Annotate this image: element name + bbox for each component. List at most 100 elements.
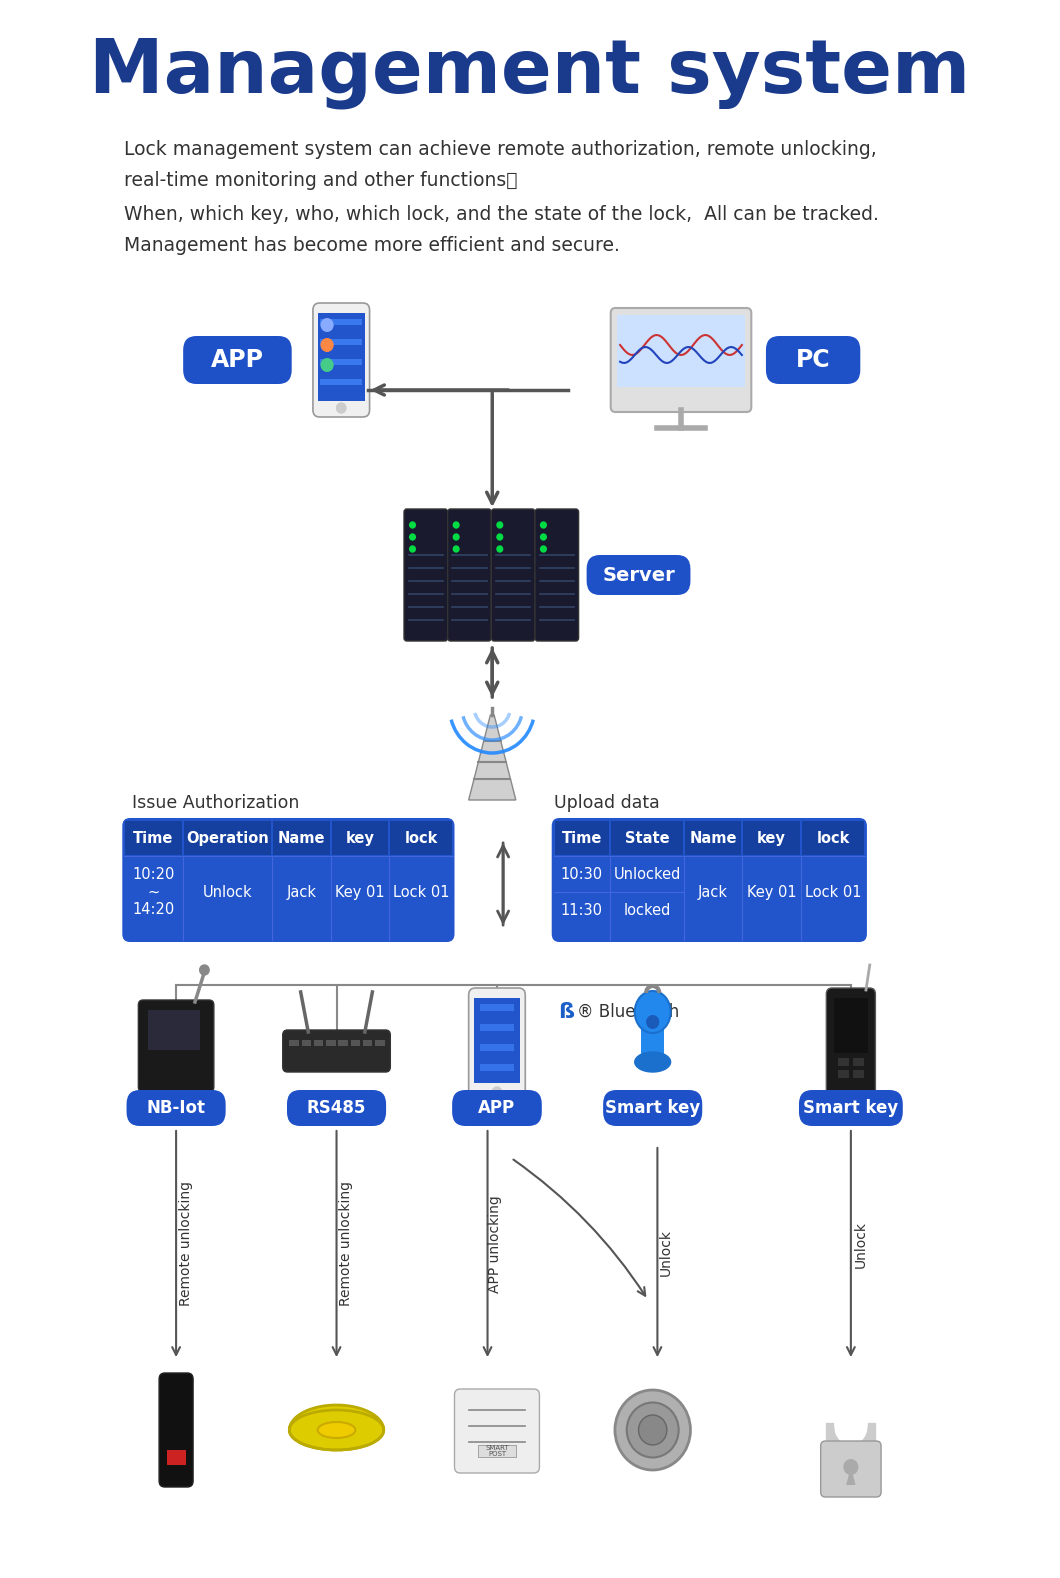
Bar <box>852 1057 864 1067</box>
Polygon shape <box>469 715 516 800</box>
FancyBboxPatch shape <box>551 817 867 942</box>
Ellipse shape <box>318 1422 355 1438</box>
Text: Upload data: Upload data <box>553 794 659 813</box>
Circle shape <box>541 546 546 552</box>
Text: lock: lock <box>404 830 438 846</box>
FancyBboxPatch shape <box>586 555 690 595</box>
FancyBboxPatch shape <box>535 510 579 641</box>
Text: APP: APP <box>478 1098 515 1117</box>
Circle shape <box>336 402 346 413</box>
Bar <box>480 1064 514 1071</box>
Text: Name: Name <box>278 830 325 846</box>
Bar <box>480 1024 514 1030</box>
Circle shape <box>492 1087 501 1097</box>
Ellipse shape <box>289 1411 384 1450</box>
Text: Unlocked: Unlocked <box>614 866 681 882</box>
Ellipse shape <box>635 991 671 1034</box>
Text: Key 01: Key 01 <box>335 885 385 899</box>
Text: SMART
POST: SMART POST <box>485 1444 509 1458</box>
FancyBboxPatch shape <box>801 821 864 855</box>
Circle shape <box>409 522 416 529</box>
Bar <box>147 1010 199 1049</box>
Bar <box>289 1040 299 1046</box>
FancyBboxPatch shape <box>491 510 535 641</box>
Text: APP unlocking: APP unlocking <box>488 1195 502 1292</box>
Bar <box>302 1040 311 1046</box>
Text: NB-Iot: NB-Iot <box>146 1098 206 1117</box>
Bar <box>837 1070 849 1078</box>
Text: Name: Name <box>689 830 737 846</box>
FancyBboxPatch shape <box>287 1090 386 1127</box>
FancyBboxPatch shape <box>122 817 455 942</box>
Ellipse shape <box>615 1390 690 1471</box>
FancyBboxPatch shape <box>611 308 752 412</box>
Bar <box>617 316 745 387</box>
Circle shape <box>320 319 334 331</box>
Circle shape <box>320 358 334 372</box>
Polygon shape <box>846 1468 855 1485</box>
Text: ß: ß <box>559 1002 575 1023</box>
FancyBboxPatch shape <box>313 303 370 417</box>
Text: key: key <box>346 830 374 846</box>
FancyBboxPatch shape <box>685 821 741 855</box>
Bar <box>320 339 363 346</box>
Text: Unlock: Unlock <box>202 885 252 899</box>
Bar <box>338 1040 348 1046</box>
Text: Unlock: Unlock <box>853 1220 867 1267</box>
FancyBboxPatch shape <box>273 821 330 855</box>
Bar <box>837 1057 849 1067</box>
Circle shape <box>497 522 502 529</box>
Ellipse shape <box>638 1415 667 1445</box>
FancyBboxPatch shape <box>159 1373 193 1486</box>
Bar <box>480 1004 514 1011</box>
Bar <box>474 997 519 1083</box>
Text: ® Bluetooth: ® Bluetooth <box>578 1004 679 1021</box>
FancyBboxPatch shape <box>125 821 181 855</box>
Bar <box>363 1040 372 1046</box>
FancyBboxPatch shape <box>820 1441 881 1498</box>
Circle shape <box>541 533 546 540</box>
FancyBboxPatch shape <box>603 1090 702 1127</box>
Text: 10:20
~
14:20: 10:20 ~ 14:20 <box>132 866 175 917</box>
Text: PC: PC <box>796 349 830 372</box>
Bar <box>351 1040 360 1046</box>
Bar <box>326 1040 336 1046</box>
Text: APP: APP <box>211 349 264 372</box>
FancyBboxPatch shape <box>554 821 609 855</box>
Text: 11:30: 11:30 <box>561 903 603 917</box>
Circle shape <box>454 546 459 552</box>
FancyBboxPatch shape <box>827 988 876 1097</box>
Text: Remote unlocking: Remote unlocking <box>339 1182 353 1307</box>
FancyBboxPatch shape <box>799 1090 903 1127</box>
Text: Time: Time <box>562 830 602 846</box>
Bar <box>320 360 363 365</box>
Ellipse shape <box>626 1403 678 1458</box>
FancyBboxPatch shape <box>469 988 526 1101</box>
Bar <box>318 312 365 401</box>
FancyBboxPatch shape <box>743 821 800 855</box>
Circle shape <box>454 522 459 529</box>
Text: Smart key: Smart key <box>605 1098 701 1117</box>
Text: Lock 01: Lock 01 <box>393 885 449 899</box>
Text: Smart key: Smart key <box>803 1098 899 1117</box>
Bar <box>480 1045 514 1051</box>
Text: State: State <box>624 830 669 846</box>
Text: Unlock: Unlock <box>659 1229 673 1277</box>
Text: Lock management system can achieve remote authorization, remote unlocking,
real-: Lock management system can achieve remot… <box>124 140 877 189</box>
Text: Issue Authorization: Issue Authorization <box>131 794 299 813</box>
Text: Operation: Operation <box>187 830 269 846</box>
Text: locked: locked <box>623 903 671 917</box>
Circle shape <box>409 533 416 540</box>
FancyBboxPatch shape <box>447 510 491 641</box>
Text: key: key <box>757 830 787 846</box>
Bar <box>375 1040 385 1046</box>
FancyBboxPatch shape <box>283 1030 390 1071</box>
FancyBboxPatch shape <box>453 1090 542 1127</box>
Text: Remote unlocking: Remote unlocking <box>178 1182 193 1307</box>
Bar <box>166 1450 185 1464</box>
Text: When, which key, who, which lock, and the state of the lock,  All can be tracked: When, which key, who, which lock, and th… <box>124 205 879 256</box>
Text: Lock 01: Lock 01 <box>805 885 861 899</box>
Circle shape <box>844 1460 859 1475</box>
FancyBboxPatch shape <box>390 821 452 855</box>
Text: Management system: Management system <box>89 35 971 109</box>
